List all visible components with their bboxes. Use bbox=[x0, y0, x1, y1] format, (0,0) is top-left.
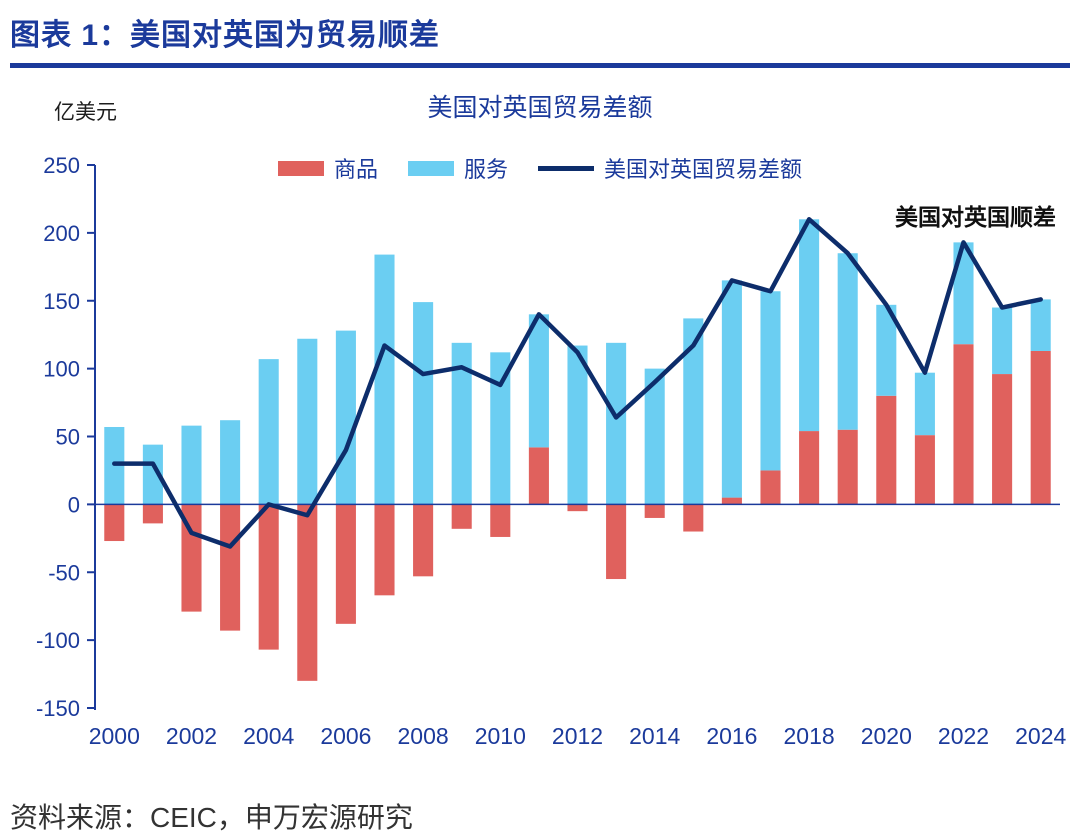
svg-text:2022: 2022 bbox=[938, 723, 989, 749]
svg-text:2024: 2024 bbox=[1015, 723, 1066, 749]
chart-title: 美国对英国贸易差额 bbox=[427, 94, 653, 122]
svg-text:-150: -150 bbox=[36, 696, 80, 721]
svg-text:2002: 2002 bbox=[166, 723, 217, 749]
legend-label-services: 服务 bbox=[463, 157, 508, 182]
svg-text:250: 250 bbox=[43, 153, 80, 178]
svg-text:2018: 2018 bbox=[784, 723, 835, 749]
svg-text:50: 50 bbox=[56, 425, 80, 450]
svg-text:2000: 2000 bbox=[89, 723, 140, 749]
goods-swatch bbox=[277, 160, 324, 176]
svg-text:0: 0 bbox=[68, 492, 80, 517]
svg-text:-50: -50 bbox=[48, 560, 80, 585]
services-swatch bbox=[407, 160, 454, 176]
legend-label-total: 美国对英国贸易差额 bbox=[604, 157, 803, 182]
svg-text:2014: 2014 bbox=[629, 723, 680, 749]
figure-header: 图表 1：美国对英国为贸易顺差 bbox=[0, 0, 1080, 68]
total-line-swatch bbox=[538, 165, 594, 171]
title-underline-rule bbox=[10, 63, 1070, 68]
legend-item-goods: 商品 bbox=[277, 152, 378, 184]
chart-area: 亿美元 美国对英国贸易差额 商品 服务 美国对英国贸易差额 美国对英国顺差 -1… bbox=[0, 68, 1080, 780]
svg-text:100: 100 bbox=[43, 357, 80, 382]
y-axis-unit-label: 亿美元 bbox=[54, 101, 117, 124]
svg-text:2010: 2010 bbox=[475, 723, 526, 749]
legend-item-services: 服务 bbox=[407, 152, 508, 184]
svg-text:2008: 2008 bbox=[398, 723, 449, 749]
legend: 商品 服务 美国对英国贸易差额 bbox=[0, 152, 1080, 184]
svg-text:2006: 2006 bbox=[320, 723, 371, 749]
svg-text:150: 150 bbox=[43, 289, 80, 314]
legend-label-goods: 商品 bbox=[333, 157, 378, 182]
source-note: 资料来源：CEIC，申万宏源研究 bbox=[10, 802, 413, 831]
svg-text:2016: 2016 bbox=[706, 723, 757, 749]
surplus-annotation: 美国对英国顺差 bbox=[895, 204, 1056, 230]
trade-balance-chart: -150 -100 -50 0 50 100 150 200 250 2000 2002 2004 20… bbox=[36, 153, 1067, 749]
svg-text:200: 200 bbox=[43, 221, 80, 246]
svg-text:2020: 2020 bbox=[861, 723, 912, 749]
legend-item-total: 美国对英国贸易差额 bbox=[538, 152, 802, 184]
figure-title: 图表 1：美国对英国为贸易顺差 bbox=[10, 19, 441, 52]
svg-text:2012: 2012 bbox=[552, 723, 603, 749]
svg-text:2004: 2004 bbox=[243, 723, 294, 749]
svg-text:-100: -100 bbox=[36, 628, 80, 653]
